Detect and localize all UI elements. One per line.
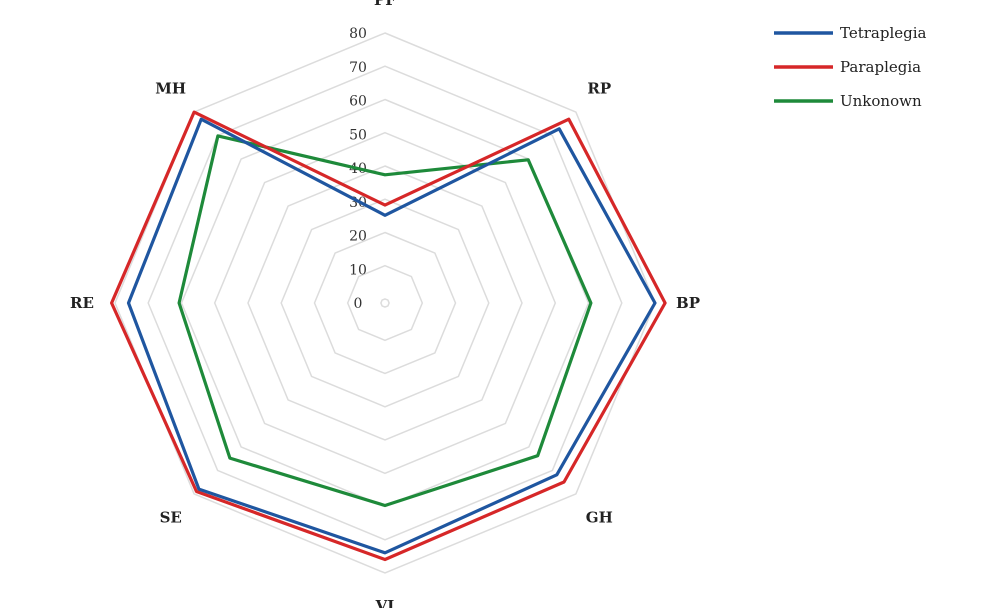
- axis-labels: PF RP BP GH VI SE RE MH: [70, 0, 700, 608]
- grid-ring-20: [313, 231, 457, 375]
- axis-label-se: SE: [160, 508, 182, 526]
- legend-label-tetraplegia: Tetraplegia: [840, 24, 927, 42]
- axis-label-pf: PF: [374, 0, 396, 9]
- axis-label-re: RE: [70, 294, 94, 312]
- tick-label-10: 10: [349, 262, 367, 278]
- series-line-paraplegia: [109, 110, 667, 562]
- grid-ring-70: [147, 65, 623, 541]
- grid-ring-40: [247, 165, 523, 441]
- tick-label-80: 80: [349, 26, 367, 42]
- tick-label-50: 50: [349, 127, 367, 143]
- grid-ring-0: [380, 298, 390, 308]
- axis-label-gh: GH: [586, 508, 613, 526]
- axis-label-vi: VI: [375, 597, 395, 608]
- series-line-tetraplegia: [126, 117, 657, 555]
- axis-label-rp: RP: [587, 80, 611, 98]
- axis-label-bp: BP: [676, 294, 700, 312]
- tick-label-20: 20: [349, 229, 367, 245]
- series-layer: [109, 110, 667, 562]
- grid-ring-10: [346, 264, 424, 342]
- legend-label-paraplegia: Paraplegia: [840, 58, 921, 76]
- legend-label-unkonown: Unkonown: [840, 92, 922, 110]
- tick-label-0: 0: [354, 296, 363, 312]
- tick-label-60: 60: [349, 94, 367, 110]
- axis-label-mh: MH: [155, 80, 186, 98]
- series-line-unkonown: [177, 134, 593, 508]
- grid-ring-30: [280, 198, 490, 408]
- legend: Tetraplegia Paraplegia Unkonown: [774, 24, 927, 110]
- grid-ring-50: [213, 131, 557, 475]
- tick-label-70: 70: [349, 60, 367, 76]
